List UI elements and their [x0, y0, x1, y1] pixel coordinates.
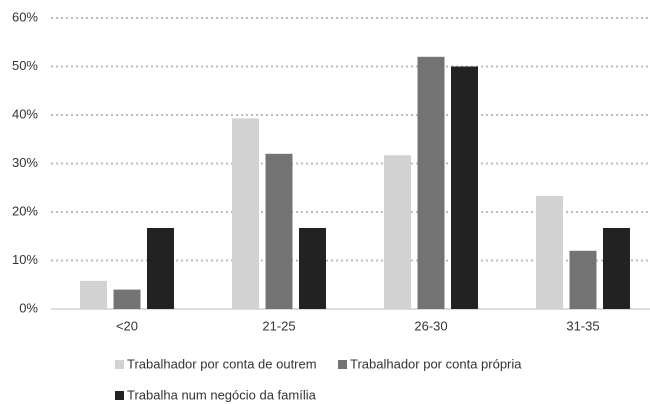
bar — [299, 228, 326, 309]
y-tick-label: 30% — [12, 155, 38, 170]
y-tick-label: 0% — [19, 300, 38, 315]
legend-swatch — [338, 360, 347, 369]
x-tick-label: <20 — [116, 318, 138, 333]
bar — [536, 195, 563, 309]
legend-swatch — [115, 391, 124, 400]
y-tick-label: 60% — [12, 9, 38, 24]
x-tick-label: 21-25 — [262, 318, 295, 333]
y-tick-label: 20% — [12, 203, 38, 218]
bar — [384, 155, 411, 309]
y-tick-label: 10% — [12, 252, 38, 267]
bar — [603, 228, 630, 309]
legend-label: Trabalhador por conta de outrem — [127, 356, 317, 371]
bar — [451, 66, 478, 309]
x-tick-label: 26-30 — [414, 318, 447, 333]
y-tick-label: 40% — [12, 106, 38, 121]
bar — [113, 289, 141, 309]
x-tick-label: 31-35 — [566, 318, 599, 333]
bar — [80, 280, 107, 309]
y-tick-label: 50% — [12, 58, 38, 73]
bar — [147, 228, 174, 309]
legend-label: Trabalha num negócio da família — [127, 387, 317, 402]
bar — [417, 56, 445, 309]
bar — [569, 250, 597, 309]
legend-label: Trabalhador por conta própria — [350, 356, 522, 371]
bar — [265, 153, 293, 309]
legend-swatch — [115, 360, 124, 369]
bar — [232, 118, 259, 310]
